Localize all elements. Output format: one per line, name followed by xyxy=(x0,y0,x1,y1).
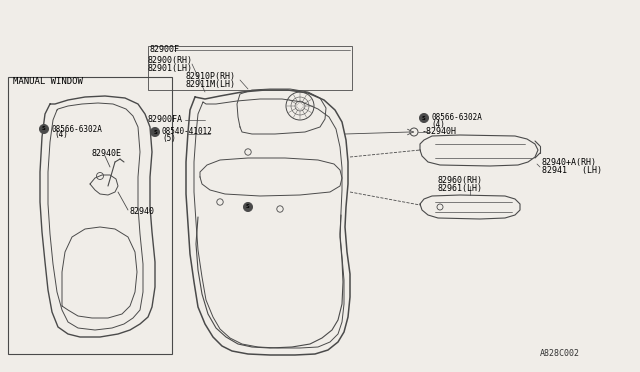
Text: 82910P(RH): 82910P(RH) xyxy=(186,71,236,80)
Text: 82900(RH): 82900(RH) xyxy=(148,55,193,64)
Text: 82940: 82940 xyxy=(130,208,155,217)
Circle shape xyxy=(243,202,253,212)
Text: 08540-41012: 08540-41012 xyxy=(162,128,213,137)
Bar xyxy=(8,77,172,354)
Text: A828C002: A828C002 xyxy=(540,350,580,359)
Text: S: S xyxy=(42,126,46,131)
Circle shape xyxy=(419,113,429,122)
Circle shape xyxy=(150,128,159,137)
Text: (4): (4) xyxy=(54,131,68,140)
Text: 08566-6302A: 08566-6302A xyxy=(51,125,102,134)
Text: S: S xyxy=(422,115,426,121)
Text: 82900FA: 82900FA xyxy=(148,115,183,125)
Text: 82940+A(RH): 82940+A(RH) xyxy=(542,157,597,167)
Text: -82940H: -82940H xyxy=(422,128,457,137)
Text: 82961(LH): 82961(LH) xyxy=(438,183,483,192)
Circle shape xyxy=(40,125,49,134)
Text: (5): (5) xyxy=(162,134,176,142)
Text: 82911M(LH): 82911M(LH) xyxy=(186,80,236,89)
Text: (4): (4) xyxy=(431,119,445,128)
Text: S: S xyxy=(153,129,157,135)
Text: S: S xyxy=(246,205,250,209)
Text: MANUAL WINDOW: MANUAL WINDOW xyxy=(13,77,83,87)
Text: 82941   (LH): 82941 (LH) xyxy=(542,166,602,174)
Text: 82960(RH): 82960(RH) xyxy=(438,176,483,185)
Text: 82940E: 82940E xyxy=(92,150,122,158)
Text: 82901(LH): 82901(LH) xyxy=(148,64,193,73)
Text: 82900F: 82900F xyxy=(150,45,180,55)
Bar xyxy=(148,46,352,90)
Text: 08566-6302A: 08566-6302A xyxy=(431,113,482,122)
